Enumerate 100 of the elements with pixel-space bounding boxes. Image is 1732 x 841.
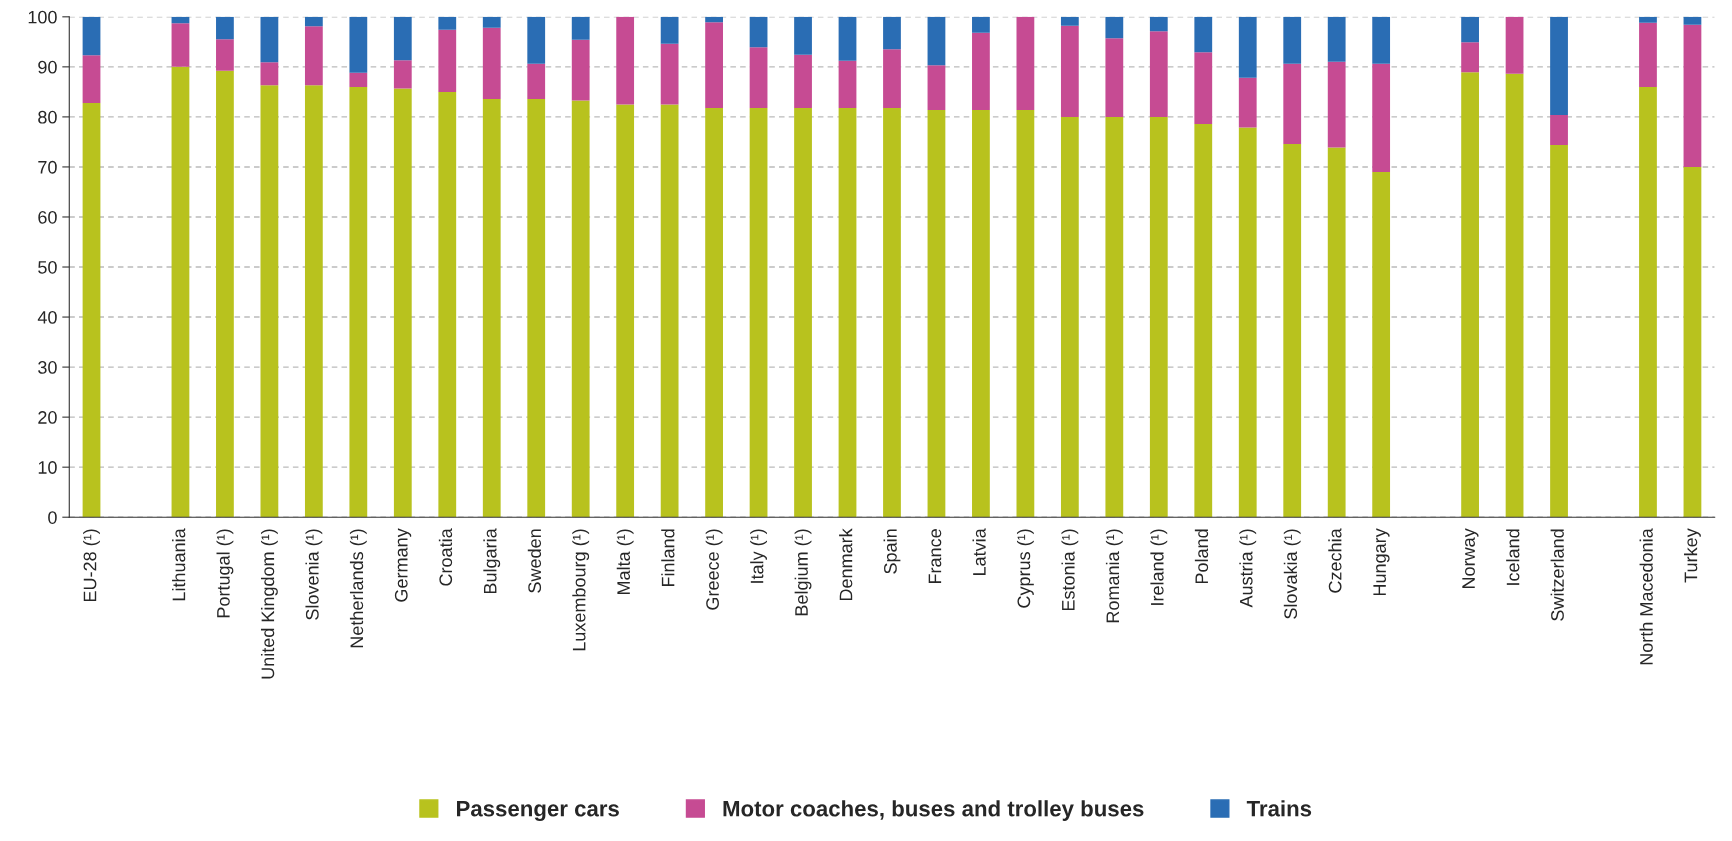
bar xyxy=(1283,63,1302,144)
bar xyxy=(438,29,457,92)
bar xyxy=(260,62,279,86)
bar xyxy=(304,26,323,86)
legend-label: Motor coaches, buses and trolley buses xyxy=(723,800,1144,821)
bar xyxy=(1105,38,1124,117)
bar xyxy=(616,104,635,518)
x-tick-label: Turkey xyxy=(1684,528,1701,583)
bar xyxy=(660,43,679,105)
bar xyxy=(82,102,101,518)
bar xyxy=(927,65,946,110)
x-tick-label: Poland xyxy=(1194,529,1209,584)
bar xyxy=(1683,166,1702,518)
y-tick-label: 70 xyxy=(38,160,57,174)
bar xyxy=(1238,16,1257,78)
y-tick-label: 80 xyxy=(38,110,57,124)
bar xyxy=(1639,16,1657,23)
bar xyxy=(972,109,990,518)
bar xyxy=(304,85,323,518)
bar xyxy=(1327,147,1346,518)
bar xyxy=(1461,72,1479,518)
bar xyxy=(1683,16,1702,25)
bar xyxy=(527,16,546,64)
bar xyxy=(1105,16,1124,39)
x-tick-label: North Macedonia xyxy=(1639,528,1653,665)
bar xyxy=(571,16,590,40)
bar xyxy=(616,16,635,105)
bar xyxy=(1194,16,1213,53)
bar xyxy=(749,16,768,48)
x-tick-label: Hungary xyxy=(1373,528,1390,596)
bar xyxy=(1238,77,1257,128)
bar xyxy=(260,16,279,63)
x-tick-label: Iceland xyxy=(1506,529,1520,585)
bar xyxy=(1283,143,1302,518)
bar xyxy=(1461,42,1479,73)
bar xyxy=(1283,16,1302,64)
bar xyxy=(571,39,590,101)
bar xyxy=(1683,24,1702,167)
x-tick-label: Spain xyxy=(883,529,901,574)
bar xyxy=(527,98,546,518)
bar xyxy=(1505,16,1524,74)
bar xyxy=(1327,16,1346,62)
bar xyxy=(1060,16,1079,26)
bar xyxy=(393,60,412,89)
bar xyxy=(82,55,101,103)
x-tick-label: Lithuania xyxy=(172,528,186,601)
y-tick-label: 40 xyxy=(37,310,57,324)
y-tick-label: 90 xyxy=(38,60,57,74)
x-tick-label: Bulgaria xyxy=(483,528,501,594)
bar xyxy=(972,32,990,110)
y-tick-label: 0 xyxy=(48,511,57,524)
x-tick-label: Slovakia (¹) xyxy=(1283,529,1301,619)
bar xyxy=(1550,16,1568,115)
bar xyxy=(304,16,323,27)
bar xyxy=(482,16,501,28)
x-tick-label: Greece (¹) xyxy=(705,529,723,610)
bar xyxy=(1372,171,1391,518)
bar xyxy=(393,88,412,518)
x-tick-label: Romania (¹) xyxy=(1105,529,1123,623)
x-tick-label: United Kingdom (¹) xyxy=(260,529,278,679)
bar xyxy=(482,98,501,518)
x-tick-label: Switzerland xyxy=(1550,529,1564,621)
bar xyxy=(438,16,457,30)
bar xyxy=(1105,116,1124,518)
legend-label: Trains xyxy=(1246,800,1312,817)
bar xyxy=(82,16,101,56)
bar xyxy=(1639,22,1657,87)
bar xyxy=(1505,73,1524,518)
bar xyxy=(1149,16,1168,32)
bar xyxy=(794,107,812,518)
x-tick-label: Czechia xyxy=(1328,528,1342,593)
x-tick-label: Luxembourg (¹) xyxy=(572,529,590,651)
bar xyxy=(927,16,946,66)
bar xyxy=(216,70,234,518)
x-tick-label: Germany xyxy=(394,528,412,602)
x-tick-label: Italy (¹) xyxy=(750,529,767,583)
bar xyxy=(794,54,812,108)
x-tick-label: Cyprus (¹) xyxy=(1016,529,1034,608)
bar xyxy=(1238,127,1257,518)
bar xyxy=(838,16,857,61)
bar xyxy=(1194,123,1213,518)
x-tick-label: France xyxy=(928,529,942,584)
bar xyxy=(216,39,234,71)
y-tick-label: 30 xyxy=(38,361,57,374)
y-tick-label: 10 xyxy=(38,461,57,474)
bar xyxy=(349,86,368,518)
x-tick-label: Latvia xyxy=(972,528,986,576)
bar xyxy=(1461,16,1479,43)
bar xyxy=(171,66,190,518)
bar xyxy=(527,63,546,99)
bar xyxy=(1060,25,1079,117)
x-tick-label: Slovenia (¹) xyxy=(305,529,323,620)
y-tick-label: 20 xyxy=(38,411,57,424)
bar xyxy=(260,85,279,518)
x-tick-label: Denmark xyxy=(839,528,853,601)
x-tick-label: Ireland (¹) xyxy=(1150,529,1168,605)
bar xyxy=(171,23,190,67)
bar xyxy=(705,16,723,23)
bar xyxy=(1016,109,1035,518)
x-tick-label: Netherlands (¹) xyxy=(349,529,367,648)
